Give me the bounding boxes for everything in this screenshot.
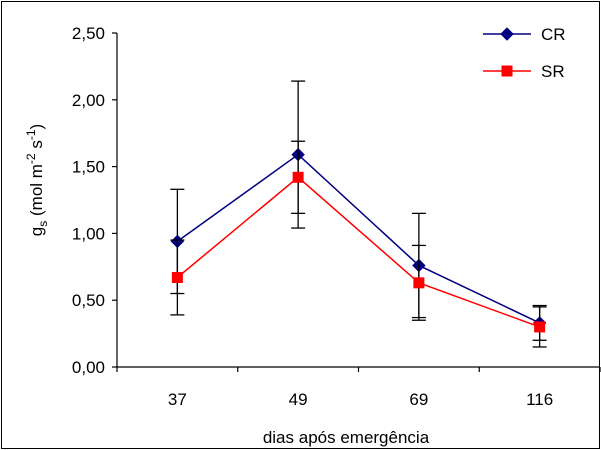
series-layer bbox=[170, 80, 547, 348]
y-tick-label: 0,50 bbox=[72, 291, 105, 310]
y-tick-label: 1,00 bbox=[72, 224, 105, 243]
x-ticks: 37 49 69 116 bbox=[116, 367, 601, 409]
data-point bbox=[171, 271, 183, 283]
series-cr bbox=[170, 80, 547, 341]
x-tick-label: 69 bbox=[409, 390, 428, 409]
legend-label: SR bbox=[541, 62, 565, 81]
y-tick-label: 2,00 bbox=[72, 91, 105, 110]
data-point bbox=[534, 321, 546, 333]
series-line bbox=[176, 153, 540, 324]
y-tick-label: 2,50 bbox=[72, 24, 105, 43]
x-tick-label: 37 bbox=[168, 390, 187, 409]
y-ticks: 0,00 0,50 1,00 1,50 2,00 2,50 bbox=[72, 24, 117, 377]
y-tick-label: 1,50 bbox=[72, 158, 105, 177]
data-point bbox=[413, 277, 425, 289]
y-tick-label: 0,00 bbox=[72, 358, 105, 377]
data-point bbox=[292, 171, 304, 183]
x-tick-label: 49 bbox=[289, 390, 308, 409]
legend-marker bbox=[501, 65, 513, 77]
y-axis-title: gs (mol m-2 s-1) bbox=[24, 124, 50, 236]
x-tick-label: 116 bbox=[526, 390, 553, 409]
legend-marker bbox=[500, 27, 514, 41]
legend-item-sr: SR bbox=[483, 62, 565, 81]
x-axis-title: dias após emergência bbox=[263, 428, 430, 447]
series-line bbox=[176, 176, 540, 328]
series-sr bbox=[170, 140, 547, 348]
legend: CR SR bbox=[483, 25, 566, 81]
legend-label: CR bbox=[541, 25, 566, 44]
legend-item-cr: CR bbox=[483, 25, 566, 44]
